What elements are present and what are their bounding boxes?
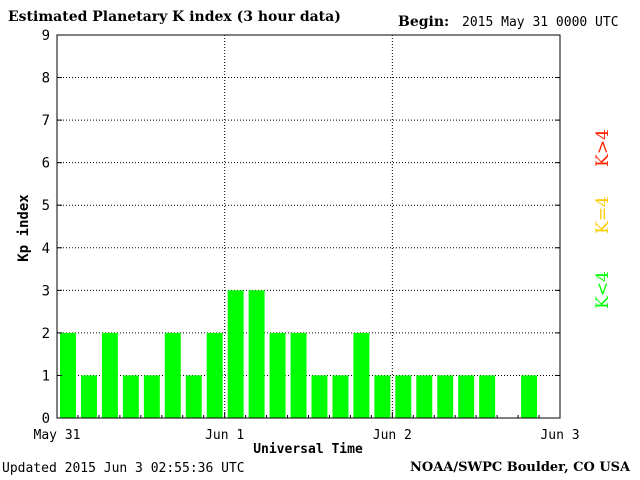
x-tick-label: Jun 3	[540, 428, 579, 443]
y-axis-ticks: 0 1 2 3 4 5 6 7 8 9	[42, 28, 560, 427]
y-tick-label: 3	[42, 283, 50, 299]
kp-bar	[185, 375, 202, 418]
kp-bar	[437, 375, 454, 418]
kp-bar	[311, 375, 328, 418]
kp-bar	[332, 375, 349, 418]
kp-bar	[248, 290, 265, 418]
y-tick-label: 9	[42, 28, 50, 44]
kp-bar	[290, 332, 307, 418]
y-tick-label: 1	[42, 368, 50, 384]
kp-bar	[60, 332, 76, 418]
x-tick-label: Jun 1	[205, 428, 244, 443]
kp-bar	[458, 375, 475, 418]
kp-bar	[374, 375, 391, 418]
x-tick-label: May 31	[34, 428, 81, 443]
y-tick-label: 8	[42, 71, 50, 87]
kp-bar	[416, 375, 433, 418]
x-tick-label: Jun 2	[373, 428, 412, 443]
kp-bar	[164, 332, 181, 418]
plot-area	[57, 35, 560, 418]
legend-entry: K=4	[593, 196, 613, 234]
kp-bar	[101, 332, 118, 418]
x-axis-label: Universal Time	[253, 442, 363, 457]
source-credit: NOAA/SWPC Boulder, CO USA	[410, 460, 631, 475]
kp-bar	[80, 375, 97, 418]
kp-bar	[479, 375, 496, 418]
y-axis-label: Kp index	[16, 194, 32, 262]
kp-bar	[143, 375, 160, 418]
kp-bar	[353, 332, 370, 418]
kp-bar	[395, 375, 412, 418]
plot-frame	[56, 34, 561, 419]
legend: K<4 K=4 K>4	[593, 129, 613, 309]
y-tick-label: 5	[42, 198, 50, 214]
kp-bar	[521, 375, 538, 418]
bars-group	[60, 290, 538, 418]
begin-value: 2015 May 31 0000 UTC	[462, 15, 619, 30]
plot-border	[56, 34, 561, 419]
kp-bar	[122, 375, 139, 418]
x-axis-ticks: May 31 Jun 1 Jun 2 Jun 3	[34, 412, 580, 443]
chart-title: Estimated Planetary K index (3 hour data…	[8, 9, 341, 25]
kp-bar	[227, 290, 244, 418]
legend-entry: K>4	[593, 129, 613, 167]
updated-timestamp: Updated 2015 Jun 3 02:55:36 UTC	[2, 461, 245, 476]
kp-bar	[206, 332, 223, 418]
y-tick-label: 2	[42, 326, 50, 342]
y-tick-label: 0	[42, 411, 50, 427]
y-tick-label: 7	[42, 113, 50, 129]
y-tick-label: 6	[42, 156, 50, 172]
legend-entry: K<4	[593, 271, 613, 309]
begin-label: Begin:	[398, 14, 450, 30]
y-tick-label: 4	[42, 241, 50, 257]
kp-bar	[269, 332, 286, 418]
